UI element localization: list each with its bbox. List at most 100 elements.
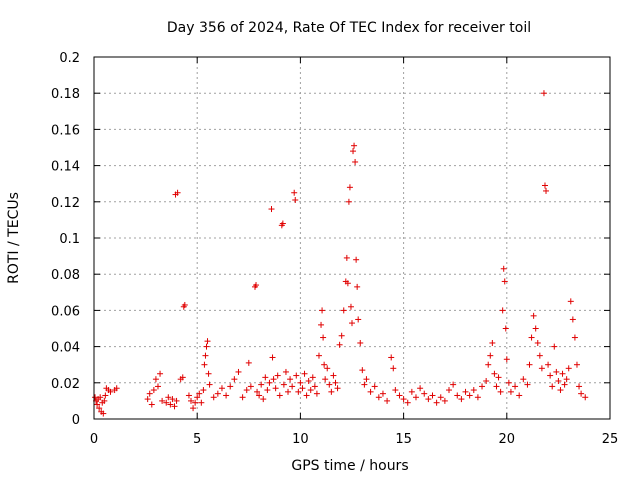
data-point	[516, 392, 523, 399]
y-tick-label: 0.2	[59, 51, 80, 66]
data-point	[287, 376, 294, 383]
data-point	[563, 376, 570, 383]
data-point	[100, 410, 107, 417]
y-tick-label: 0.16	[51, 123, 80, 138]
data-point	[470, 387, 477, 394]
data-point	[388, 354, 395, 361]
grid	[94, 57, 610, 419]
data-point	[292, 196, 299, 203]
x-tick-label: 20	[499, 432, 516, 447]
data-point	[144, 396, 151, 403]
data-point	[565, 365, 572, 372]
x-tick-label: 0	[90, 432, 98, 447]
data-point	[94, 401, 101, 408]
y-tick-label: 0.08	[51, 268, 80, 283]
data-point	[258, 381, 265, 388]
data-point	[92, 394, 99, 401]
data-point	[214, 390, 221, 397]
data-point	[555, 377, 562, 384]
data-point	[363, 376, 370, 383]
y-axis-label: ROTI / TECUs	[6, 192, 22, 284]
data-point	[355, 316, 362, 323]
data-point	[344, 280, 351, 287]
data-point	[321, 361, 328, 368]
data-point	[202, 352, 209, 359]
data-point	[483, 377, 490, 384]
data-point	[346, 184, 353, 191]
y-tick-label: 0.1	[59, 232, 80, 247]
data-point	[274, 372, 281, 379]
data-series-roti	[92, 90, 589, 417]
data-point	[303, 392, 310, 399]
data-point	[530, 312, 537, 319]
data-point	[361, 381, 368, 388]
y-tick-label: 0.02	[51, 377, 80, 392]
data-point	[332, 379, 339, 386]
data-point	[404, 399, 411, 406]
data-point	[545, 361, 552, 368]
y-tick-label: 0	[72, 413, 80, 428]
data-point	[534, 339, 541, 346]
data-point	[315, 352, 322, 359]
data-point	[154, 383, 161, 390]
data-point	[276, 392, 283, 399]
data-point	[429, 392, 436, 399]
data-point	[280, 381, 287, 388]
data-point	[247, 383, 254, 390]
data-point	[557, 387, 564, 394]
data-point	[532, 325, 539, 332]
data-point	[375, 394, 382, 401]
data-point	[297, 379, 304, 386]
x-tick-label: 15	[395, 432, 412, 447]
data-point	[113, 385, 120, 392]
data-point	[497, 388, 504, 395]
data-point	[458, 396, 465, 403]
data-point	[493, 383, 500, 390]
data-point	[503, 356, 510, 363]
data-point	[165, 394, 172, 401]
data-point	[163, 399, 170, 406]
data-point	[390, 365, 397, 372]
data-point	[408, 388, 415, 395]
data-point	[96, 405, 103, 412]
data-point	[582, 394, 589, 401]
data-point	[400, 396, 407, 403]
data-point	[218, 385, 225, 392]
data-point	[256, 392, 263, 399]
data-point	[352, 158, 359, 165]
data-point	[181, 301, 188, 308]
data-point	[520, 376, 527, 383]
data-point	[340, 307, 347, 314]
data-point	[270, 376, 277, 383]
data-point	[512, 383, 519, 390]
data-point	[239, 394, 246, 401]
data-point	[299, 385, 306, 392]
data-point	[322, 376, 329, 383]
data-point	[245, 359, 252, 366]
data-point	[291, 189, 298, 196]
data-point	[311, 383, 318, 390]
data-point	[384, 397, 391, 404]
data-point	[101, 397, 108, 404]
data-point	[412, 394, 419, 401]
data-point	[206, 381, 213, 388]
data-point	[371, 383, 378, 390]
x-tick-label: 25	[602, 432, 619, 447]
data-point	[307, 387, 314, 394]
data-point	[396, 392, 403, 399]
data-point	[507, 388, 514, 395]
data-point	[205, 370, 212, 377]
data-point	[549, 383, 556, 390]
data-point	[524, 381, 531, 388]
data-point	[227, 383, 234, 390]
data-point	[528, 334, 535, 341]
data-point	[336, 341, 343, 348]
data-point	[179, 374, 186, 381]
y-tick-label: 0.04	[51, 341, 80, 356]
data-point	[268, 206, 275, 213]
data-point	[421, 390, 428, 397]
data-point	[157, 370, 164, 377]
data-point	[269, 354, 276, 361]
data-point	[318, 321, 325, 328]
data-point	[185, 392, 192, 399]
